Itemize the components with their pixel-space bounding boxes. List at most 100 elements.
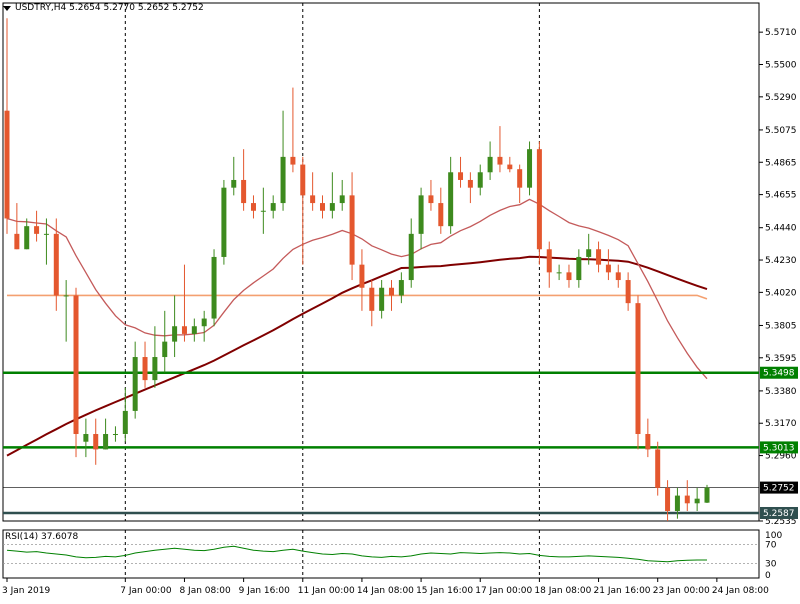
rsi-title: RSI(14)	[5, 532, 39, 542]
candle-body-2	[24, 226, 30, 250]
price-tick-label-7: 5.4230	[765, 256, 797, 266]
candle-body-11	[112, 434, 118, 436]
price-tick-label-8: 5.4020	[765, 288, 797, 298]
candle-body-38	[379, 287, 385, 311]
candle-body-71	[704, 487, 710, 503]
price-tick-label-2: 5.5290	[765, 93, 797, 103]
candle-body-9	[93, 434, 99, 450]
candle-body-66	[655, 449, 661, 488]
rsi-panel-frame	[2, 529, 760, 579]
time-tick-label-9: 21 Jan 16:00	[594, 586, 651, 596]
rsi-axis-max-label: 100	[765, 531, 782, 541]
candle-body-21	[211, 256, 217, 319]
price-tick-label-13: 5.2960	[765, 452, 797, 462]
candle-body-42	[418, 195, 424, 234]
candle-body-57	[566, 272, 572, 281]
price-tick-label-6: 5.4440	[765, 224, 797, 234]
candle-body-26	[260, 210, 266, 212]
candle-body-56	[556, 272, 562, 274]
candle-body-44	[438, 203, 444, 227]
candle-body-15	[152, 357, 158, 381]
candle-body-10	[103, 434, 109, 450]
candle-body-18	[181, 326, 187, 334]
rsi-header: RSI(14) 37.6078	[5, 532, 78, 542]
level-label-box-3	[760, 506, 798, 519]
level-label-0: 5.3498	[763, 369, 795, 379]
candle-body-17	[172, 326, 178, 342]
price-tick-label-3: 5.5075	[765, 126, 797, 136]
time-tick-label-2: 8 Jan 08:00	[179, 586, 231, 596]
price-tick-label-10: 5.3595	[765, 354, 797, 364]
symbol-label: USDTRY,H4	[15, 3, 67, 13]
candle-body-22	[221, 187, 227, 257]
ma-slow-line	[6, 255, 708, 457]
time-tick-label-6: 15 Jan 16:00	[416, 586, 473, 596]
candle-body-19	[191, 326, 197, 334]
candle-body-24	[241, 179, 247, 204]
candle-body-40	[398, 280, 404, 296]
price-tick-label-11: 5.3380	[765, 387, 797, 397]
candle-body-61	[605, 264, 611, 273]
candle-body-60	[596, 249, 602, 265]
candle-body-33	[329, 203, 335, 211]
candle-body-54	[536, 149, 542, 250]
candle-body-25	[250, 203, 256, 211]
price-tick-label-1: 5.5500	[765, 60, 797, 70]
time-tick-label-8: 18 Jan 08:00	[534, 586, 591, 596]
ma-mid-line	[7, 294, 708, 300]
candle-body-14	[142, 357, 148, 381]
open-value: 5.2654	[69, 3, 101, 13]
price-tick-label-4: 5.4865	[765, 158, 797, 168]
close-value: 5.2752	[172, 3, 204, 13]
time-tick-label-7: 17 Jan 00:00	[475, 586, 532, 596]
candle-body-55	[546, 249, 552, 273]
price-tick-label-12: 5.3170	[765, 419, 797, 429]
candle-body-32	[319, 203, 325, 211]
time-tick-label-10: 23 Jan 00:00	[653, 586, 710, 596]
time-tick-label-0: 3 Jan 2019	[2, 586, 50, 596]
candle-body-52	[517, 169, 523, 188]
candle-body-6	[63, 295, 69, 297]
candle-body-63	[625, 280, 631, 304]
level-label-2: 5.2752	[763, 484, 795, 494]
level-label-box-1	[760, 441, 798, 454]
candle-body-30	[300, 164, 306, 196]
candle-body-1	[14, 233, 20, 250]
level-label-box-2	[760, 481, 798, 494]
time-tick-label-3: 9 Jan 16:00	[239, 586, 291, 596]
candle-body-36	[359, 264, 365, 288]
candle-body-45	[448, 172, 454, 227]
candle-body-67	[665, 487, 671, 511]
level-label-box-0	[760, 366, 798, 379]
candle-body-34	[339, 195, 345, 204]
candle-body-27	[270, 203, 276, 211]
candle-body-70	[694, 498, 700, 504]
candle-body-59	[586, 249, 592, 257]
candle-body-8	[83, 434, 89, 442]
time-tick-label-11: 24 Jan 08:00	[712, 586, 769, 596]
rsi-axis-min-label: 0	[765, 571, 771, 581]
candle-body-29	[290, 156, 296, 165]
level-label-3: 5.2587	[763, 509, 795, 519]
candle-body-48	[477, 172, 483, 188]
candle-body-68	[674, 495, 680, 511]
candle-body-0	[4, 110, 10, 219]
candle-body-23	[231, 179, 237, 188]
candle-body-5	[53, 233, 59, 296]
candle-body-46	[458, 172, 464, 180]
rsi-level-label-1: 30	[765, 560, 777, 570]
candle-body-20	[201, 318, 207, 327]
chart-menu-triangle-icon[interactable]	[3, 5, 11, 11]
price-tick-label-5: 5.4655	[765, 191, 797, 201]
price-panel-frame	[2, 2, 760, 522]
price-tick-label-9: 5.3805	[765, 321, 797, 331]
candle-body-16	[162, 341, 168, 358]
candle-body-49	[487, 156, 493, 173]
candle-body-12	[122, 410, 128, 435]
candle-body-50	[497, 156, 503, 165]
candle-body-64	[635, 303, 641, 435]
candle-body-65	[645, 434, 651, 450]
high-value: 5.2770	[103, 3, 136, 13]
